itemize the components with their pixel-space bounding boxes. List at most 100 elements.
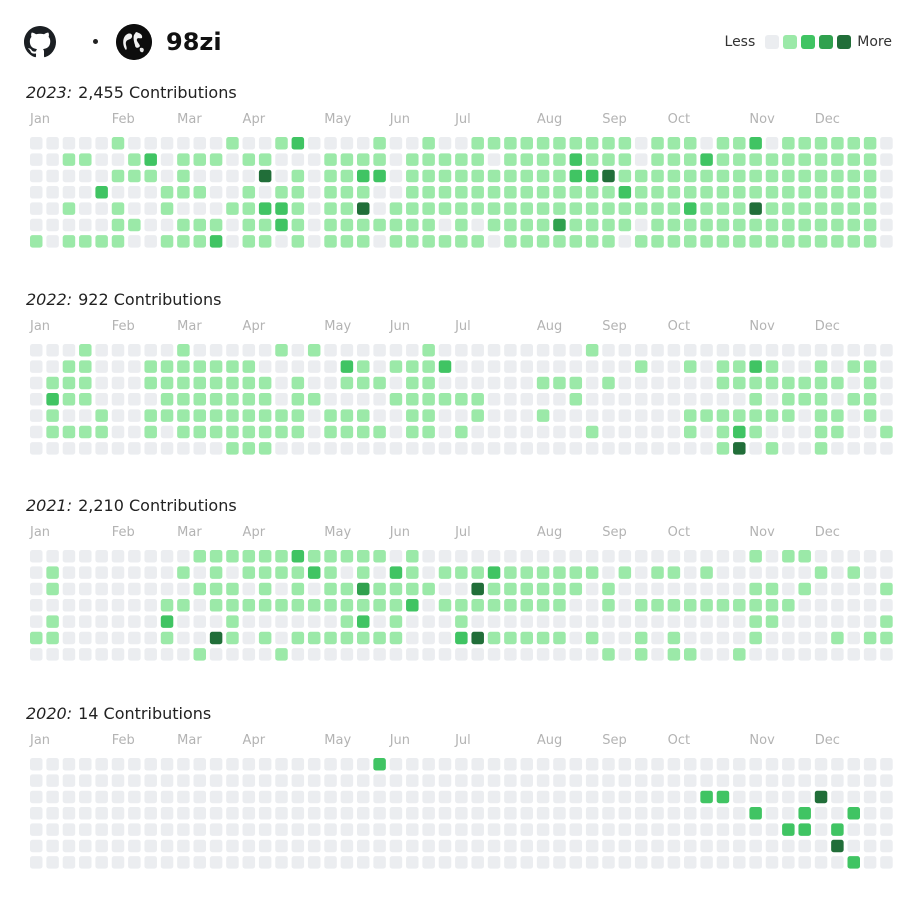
day-cell[interactable]: [455, 344, 468, 357]
day-cell[interactable]: [569, 807, 583, 820]
day-cell[interactable]: [585, 856, 599, 869]
day-cell[interactable]: [765, 566, 779, 579]
day-cell[interactable]: [569, 393, 583, 406]
day-cell[interactable]: [422, 599, 435, 612]
day-cell[interactable]: [634, 758, 648, 771]
day-cell[interactable]: [406, 235, 419, 248]
day-cell[interactable]: [765, 823, 779, 836]
day-cell[interactable]: [438, 153, 452, 166]
day-cell[interactable]: [95, 856, 108, 869]
day-cell[interactable]: [111, 648, 125, 661]
day-cell[interactable]: [62, 758, 76, 771]
day-cell[interactable]: [765, 774, 779, 787]
day-cell[interactable]: [618, 856, 632, 869]
day-cell[interactable]: [553, 631, 566, 645]
day-cell[interactable]: [716, 823, 730, 836]
day-cell[interactable]: [144, 202, 157, 215]
day-cell[interactable]: [700, 856, 713, 869]
day-cell[interactable]: [634, 153, 648, 166]
day-cell[interactable]: [406, 807, 419, 820]
day-cell[interactable]: [733, 393, 746, 406]
day-cell[interactable]: [847, 202, 861, 215]
day-cell[interactable]: [95, 615, 108, 628]
day-cell[interactable]: [144, 409, 157, 422]
day-cell[interactable]: [520, 550, 534, 563]
day-cell[interactable]: [455, 442, 468, 455]
day-cell[interactable]: [95, 839, 108, 853]
day-cell[interactable]: [684, 344, 697, 357]
day-cell[interactable]: [62, 202, 76, 215]
day-cell[interactable]: [128, 823, 141, 836]
day-cell[interactable]: [618, 153, 632, 166]
day-cell[interactable]: [602, 442, 615, 455]
day-cell[interactable]: [880, 169, 893, 183]
day-cell[interactable]: [504, 582, 517, 596]
day-cell[interactable]: [536, 169, 550, 183]
day-cell[interactable]: [455, 758, 468, 771]
day-cell[interactable]: [880, 218, 893, 232]
day-cell[interactable]: [258, 344, 272, 357]
day-cell[interactable]: [160, 839, 174, 853]
day-cell[interactable]: [634, 360, 648, 373]
day-cell[interactable]: [716, 393, 730, 406]
day-cell[interactable]: [307, 648, 321, 661]
day-cell[interactable]: [569, 137, 583, 150]
day-cell[interactable]: [536, 790, 550, 804]
day-cell[interactable]: [46, 442, 59, 455]
day-cell[interactable]: [602, 360, 615, 373]
day-cell[interactable]: [782, 409, 795, 422]
day-cell[interactable]: [455, 137, 468, 150]
day-cell[interactable]: [209, 137, 223, 150]
day-cell[interactable]: [569, 153, 583, 166]
day-cell[interactable]: [504, 631, 517, 645]
day-cell[interactable]: [814, 566, 828, 579]
day-cell[interactable]: [177, 790, 190, 804]
day-cell[interactable]: [667, 856, 681, 869]
day-cell[interactable]: [831, 137, 844, 150]
day-cell[interactable]: [831, 169, 844, 183]
day-cell[interactable]: [275, 442, 288, 455]
day-cell[interactable]: [487, 137, 501, 150]
day-cell[interactable]: [618, 442, 632, 455]
day-cell[interactable]: [716, 344, 730, 357]
day-cell[interactable]: [193, 550, 207, 563]
day-cell[interactable]: [798, 774, 811, 787]
day-cell[interactable]: [455, 615, 468, 628]
day-cell[interactable]: [373, 839, 386, 853]
day-cell[interactable]: [765, 582, 779, 596]
day-cell[interactable]: [62, 218, 76, 232]
day-cell[interactable]: [700, 823, 713, 836]
day-cell[interactable]: [144, 839, 157, 853]
day-cell[interactable]: [700, 169, 713, 183]
day-cell[interactable]: [160, 856, 174, 869]
day-cell[interactable]: [209, 376, 223, 390]
day-cell[interactable]: [389, 774, 403, 787]
day-cell[interactable]: [275, 550, 288, 563]
day-cell[interactable]: [242, 774, 256, 787]
day-cell[interactable]: [520, 442, 534, 455]
day-cell[interactable]: [406, 344, 419, 357]
day-cell[interactable]: [406, 169, 419, 183]
day-cell[interactable]: [389, 202, 403, 215]
day-cell[interactable]: [831, 186, 844, 199]
day-cell[interactable]: [95, 648, 108, 661]
day-cell[interactable]: [128, 169, 141, 183]
day-cell[interactable]: [700, 137, 713, 150]
day-cell[interactable]: [700, 344, 713, 357]
day-cell[interactable]: [128, 599, 141, 612]
day-cell[interactable]: [226, 599, 239, 612]
day-cell[interactable]: [46, 425, 59, 439]
day-cell[interactable]: [667, 360, 681, 373]
day-cell[interactable]: [406, 599, 419, 612]
day-cell[interactable]: [291, 409, 305, 422]
day-cell[interactable]: [357, 186, 370, 199]
day-cell[interactable]: [471, 566, 484, 579]
day-cell[interactable]: [389, 807, 403, 820]
day-cell[interactable]: [765, 839, 779, 853]
day-cell[interactable]: [618, 582, 632, 596]
day-cell[interactable]: [193, 218, 207, 232]
day-cell[interactable]: [438, 648, 452, 661]
day-cell[interactable]: [406, 425, 419, 439]
day-cell[interactable]: [275, 186, 288, 199]
day-cell[interactable]: [749, 442, 762, 455]
